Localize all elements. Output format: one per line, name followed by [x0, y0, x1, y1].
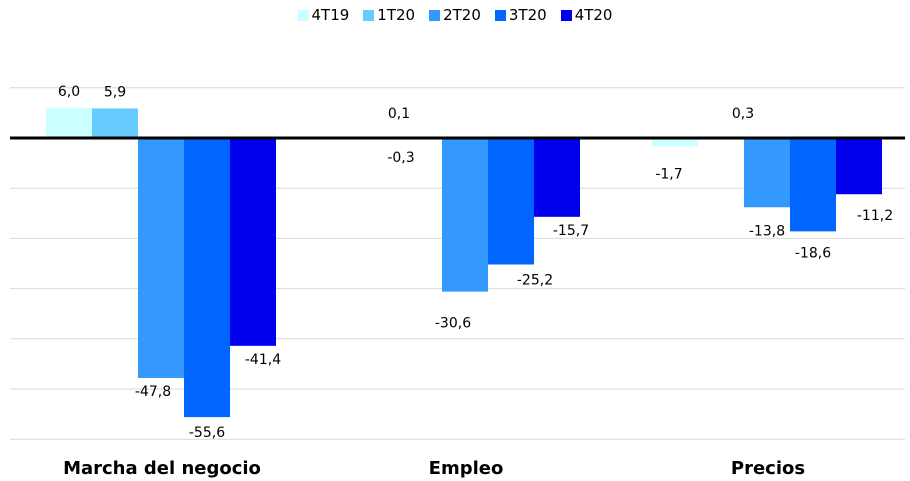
- legend-swatch: [363, 9, 375, 21]
- legend-label: 4T19: [311, 6, 350, 24]
- legend-swatch: [429, 9, 441, 21]
- legend-item: 4T20: [560, 6, 613, 24]
- legend-label: 4T20: [574, 6, 613, 24]
- category-label: Empleo: [429, 458, 504, 479]
- data-label: -47,8: [135, 384, 171, 400]
- bar: [534, 138, 580, 217]
- legend-label: 1T20: [377, 6, 416, 24]
- data-label: 6,0: [58, 84, 80, 100]
- data-label: -0,3: [387, 150, 414, 166]
- legend-swatch: [494, 9, 506, 21]
- data-label: -25,2: [517, 273, 553, 289]
- bar: [92, 108, 138, 138]
- data-label: -15,7: [553, 223, 589, 239]
- bar: [790, 138, 836, 232]
- data-label: -41,4: [245, 352, 281, 368]
- bar: [46, 107, 92, 138]
- bar: [836, 138, 882, 195]
- legend: 4T19 1T20 2T20 3T20 4T20: [0, 6, 910, 24]
- legend-item: 1T20: [363, 6, 415, 24]
- legend-swatch: [297, 9, 309, 21]
- legend-item: 4T19: [297, 6, 350, 24]
- data-label: -13,8: [749, 223, 785, 239]
- legend-item: 3T20: [494, 6, 547, 24]
- bar: [744, 138, 790, 208]
- category-label: Precios: [731, 458, 805, 479]
- legend-item: 2T20: [429, 6, 481, 24]
- bar: [230, 138, 276, 346]
- category-label: Marcha del negocio: [63, 458, 261, 479]
- data-label: -18,6: [795, 245, 831, 261]
- data-label: 5,9: [104, 84, 126, 100]
- legend-label: 3T20: [508, 6, 547, 24]
- legend-label: 2T20: [443, 6, 481, 24]
- bar: [184, 138, 230, 418]
- bar: [138, 138, 184, 378]
- data-label: -1,7: [655, 167, 682, 183]
- data-label: 0,1: [388, 106, 410, 122]
- data-label: 0,3: [732, 106, 754, 122]
- data-label: -55,6: [189, 425, 225, 441]
- legend-swatch: [560, 9, 572, 21]
- bar: [442, 138, 488, 292]
- data-label: -30,6: [435, 316, 471, 332]
- bar: [488, 138, 534, 265]
- bar: [652, 138, 698, 147]
- data-label: -11,2: [857, 208, 893, 224]
